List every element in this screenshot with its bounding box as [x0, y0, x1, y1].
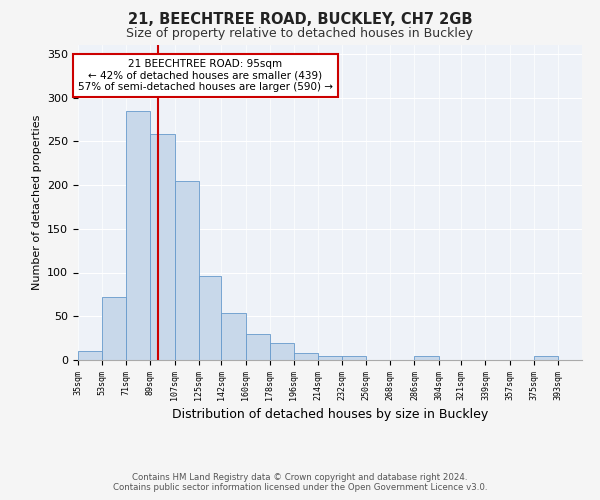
Text: 21 BEECHTREE ROAD: 95sqm
← 42% of detached houses are smaller (439)
57% of semi-: 21 BEECHTREE ROAD: 95sqm ← 42% of detach…	[78, 59, 333, 92]
Bar	[102, 297, 126, 360]
X-axis label: Distribution of detached houses by size in Buckley: Distribution of detached houses by size …	[172, 408, 488, 421]
Bar	[175, 180, 199, 360]
Bar	[534, 356, 558, 360]
Bar	[342, 356, 366, 360]
Bar	[221, 313, 245, 360]
Text: Size of property relative to detached houses in Buckley: Size of property relative to detached ho…	[127, 28, 473, 40]
Bar	[318, 356, 342, 360]
Bar	[199, 276, 221, 360]
Bar	[269, 342, 294, 360]
Text: 21, BEECHTREE ROAD, BUCKLEY, CH7 2GB: 21, BEECHTREE ROAD, BUCKLEY, CH7 2GB	[128, 12, 472, 28]
Bar	[126, 110, 151, 360]
Bar	[294, 353, 318, 360]
Bar	[151, 134, 175, 360]
Bar	[245, 334, 269, 360]
Bar	[78, 351, 102, 360]
Y-axis label: Number of detached properties: Number of detached properties	[32, 115, 41, 290]
Bar	[415, 356, 439, 360]
Text: Contains HM Land Registry data © Crown copyright and database right 2024.
Contai: Contains HM Land Registry data © Crown c…	[113, 473, 487, 492]
